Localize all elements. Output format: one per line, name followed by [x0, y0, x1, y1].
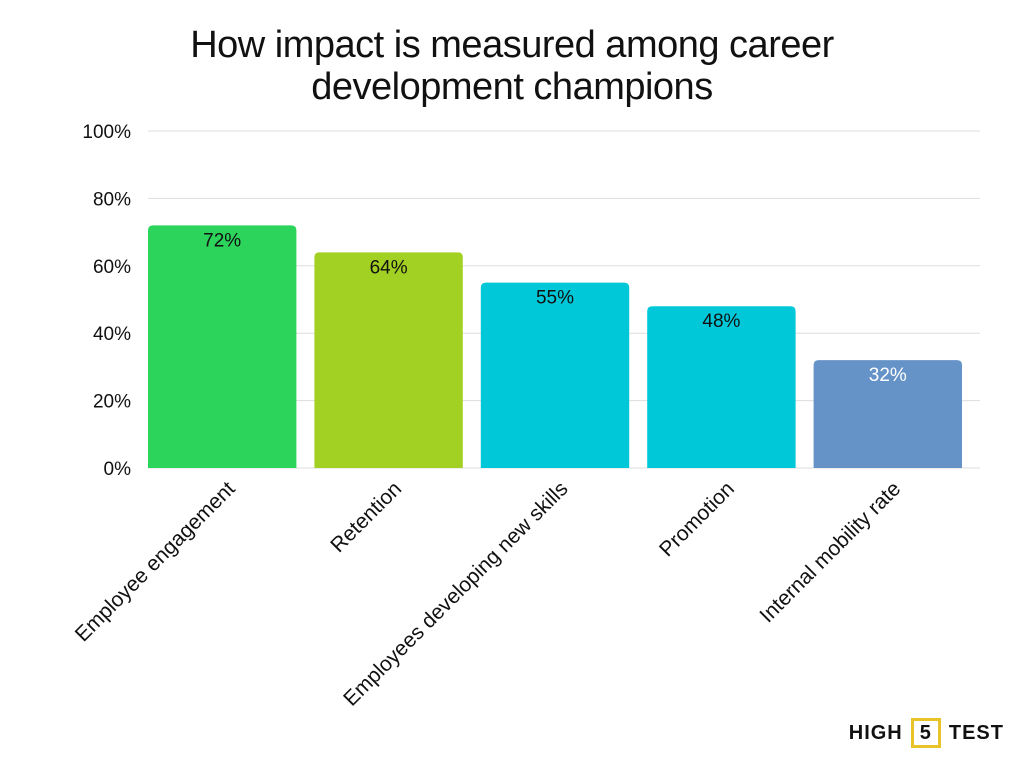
x-tick-label: Employee engagement [71, 477, 240, 646]
logo-text-right: TEST [948, 721, 1004, 744]
y-tick-label: 40% [93, 324, 131, 345]
chart-title: How impact is measured among career deve… [0, 24, 1024, 108]
x-tick-label: Promotion [655, 477, 739, 561]
data-label: 48% [702, 311, 740, 332]
logo-number-box: 5 [910, 718, 941, 748]
y-tick-label: 100% [82, 122, 131, 143]
chart-title-line-2: development champions [311, 66, 713, 108]
data-label: 55% [536, 288, 574, 309]
data-label: 72% [203, 230, 241, 251]
bar [480, 282, 630, 468]
bar [314, 252, 463, 468]
y-tick-label: 20% [93, 392, 131, 413]
x-tick-label: Internal mobility rate [755, 477, 905, 627]
y-tick-label: 80% [93, 189, 131, 210]
bar [647, 306, 796, 468]
brand-logo: HIGH 5 TEST [849, 718, 1004, 748]
bar [813, 360, 962, 468]
chart-title-line-1: How impact is measured among career [190, 24, 834, 66]
x-tick-label: Retention [326, 477, 406, 557]
data-label: 32% [869, 365, 907, 386]
data-label: 64% [370, 257, 408, 278]
y-tick-label: 60% [93, 257, 131, 278]
bar [148, 225, 297, 468]
logo-text-left: HIGH [848, 721, 903, 744]
y-tick-label: 0% [104, 459, 132, 480]
